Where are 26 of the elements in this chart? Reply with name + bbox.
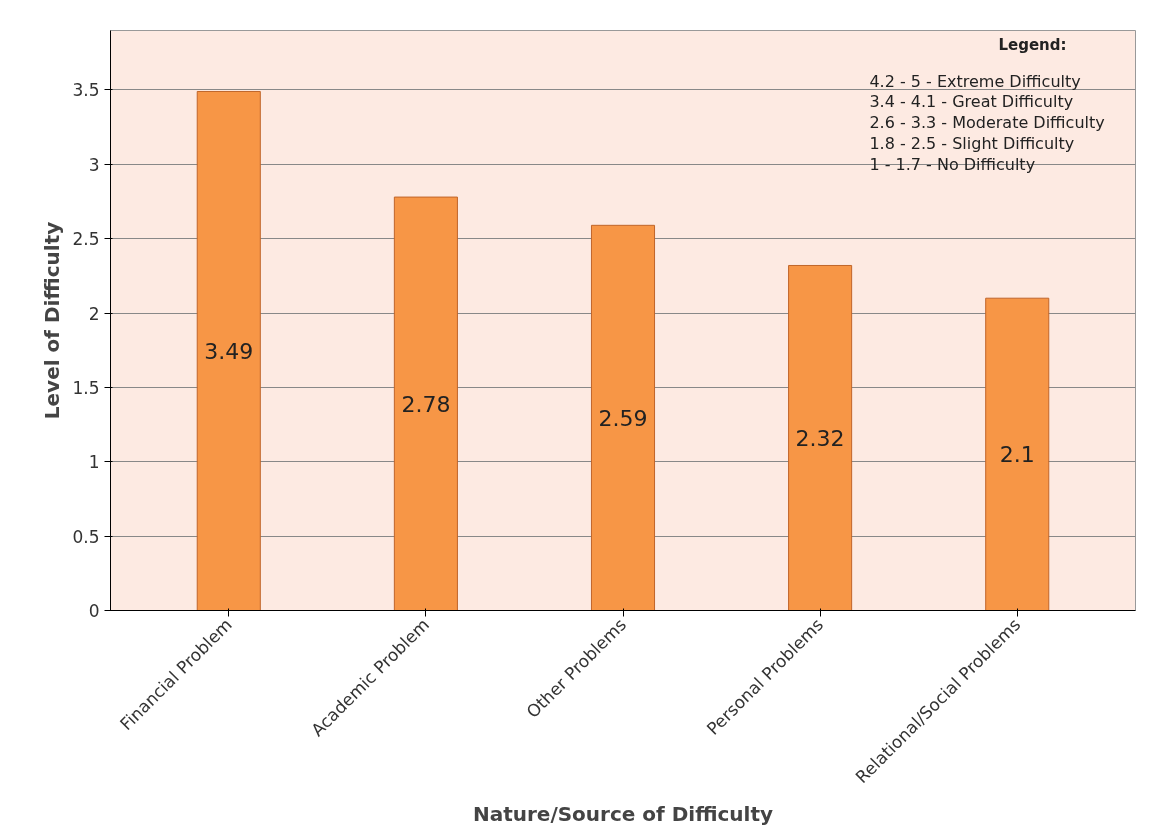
data-label: 3.49 [204, 338, 254, 364]
y-tick-label: 2 [88, 303, 100, 324]
y-tick-label: 3.5 [72, 80, 100, 101]
data-label: 2.59 [598, 405, 648, 431]
y-tick-label: 0.5 [72, 526, 100, 547]
annotation: 3.4 - 4.1 - Great Difficulty [869, 92, 1074, 112]
bar [196, 90, 261, 611]
bar [590, 224, 656, 611]
annotation: 2.6 - 3.3 - Moderate Difficulty [869, 113, 1105, 133]
bar [788, 264, 853, 611]
bar [393, 196, 458, 611]
y-tick-label: 0 [88, 601, 100, 621]
y-tick-label: 1.5 [72, 377, 100, 398]
annotation: 4.2 - 5 - Extreme Difficulty [869, 71, 1081, 91]
annotation: 1 - 1.7 - No Difficulty [869, 154, 1036, 174]
y-tick-label: 2.5 [72, 229, 100, 250]
y-axis-title: Level of Difficulty [40, 221, 65, 420]
annotation: 1.8 - 2.5 - Slight Difficulty [869, 134, 1075, 154]
bar [985, 297, 1050, 611]
data-label: 2.32 [795, 425, 845, 451]
x-axis-title: Nature/Source of Difficulty [472, 802, 774, 827]
data-label: 2.78 [401, 391, 451, 417]
y-tick-label: 3 [88, 154, 100, 175]
y-tick-label: 1 [88, 452, 100, 473]
annotation: Legend: [998, 36, 1067, 55]
data-label: 2.1 [999, 442, 1035, 468]
